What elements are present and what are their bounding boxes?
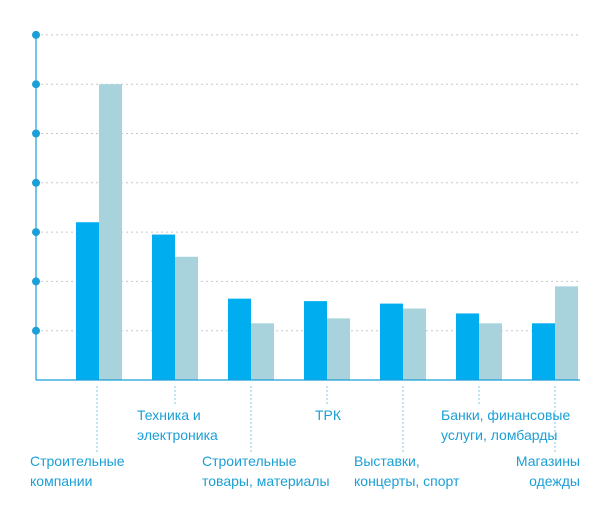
category-label: товары, материалы — [202, 473, 330, 489]
category-label: компании — [30, 473, 92, 489]
bar-series-1 — [228, 298, 251, 380]
category-label: одежды — [529, 473, 580, 489]
label-leader-lines — [96, 386, 556, 452]
y-tick-dot — [32, 80, 40, 89]
bar-series-2 — [99, 84, 122, 380]
category-label: Техника и — [137, 407, 201, 423]
bars — [76, 84, 578, 380]
category-label: Магазины — [516, 453, 580, 469]
category-labels: Строительные компании Техника и электроника… — [30, 407, 580, 489]
y-tick-dot — [32, 178, 40, 187]
y-tick-dot — [32, 129, 40, 138]
bar-series-1 — [380, 303, 403, 380]
axes — [32, 30, 580, 381]
category-label: услуги, ломбарды — [441, 427, 557, 443]
bar-series-1 — [456, 313, 479, 380]
bar-series-2 — [251, 323, 274, 380]
category-label: электроника — [137, 427, 218, 443]
category-label: Выставки, — [354, 453, 420, 469]
category-label: Строительные — [30, 453, 125, 469]
bar-series-2 — [327, 318, 350, 380]
grid-lines — [36, 34, 580, 332]
bar-series-1 — [76, 222, 99, 380]
bar-series-1 — [304, 301, 327, 380]
category-label: Строительные — [202, 453, 297, 469]
y-tick-dot — [32, 277, 40, 286]
y-tick-dot — [32, 228, 40, 237]
bar-series-2 — [555, 286, 578, 380]
category-label: ТРК — [315, 407, 342, 423]
bar-series-2 — [479, 323, 502, 380]
bar-series-1 — [532, 323, 555, 380]
y-tick-dot — [32, 326, 40, 335]
category-label: Банки, финансовые — [441, 407, 570, 423]
category-label: концерты, спорт — [354, 473, 460, 489]
y-tick-dot — [32, 30, 40, 39]
bar-series-2 — [403, 308, 426, 380]
bar-series-2 — [175, 256, 198, 380]
bar-series-1 — [152, 234, 175, 380]
